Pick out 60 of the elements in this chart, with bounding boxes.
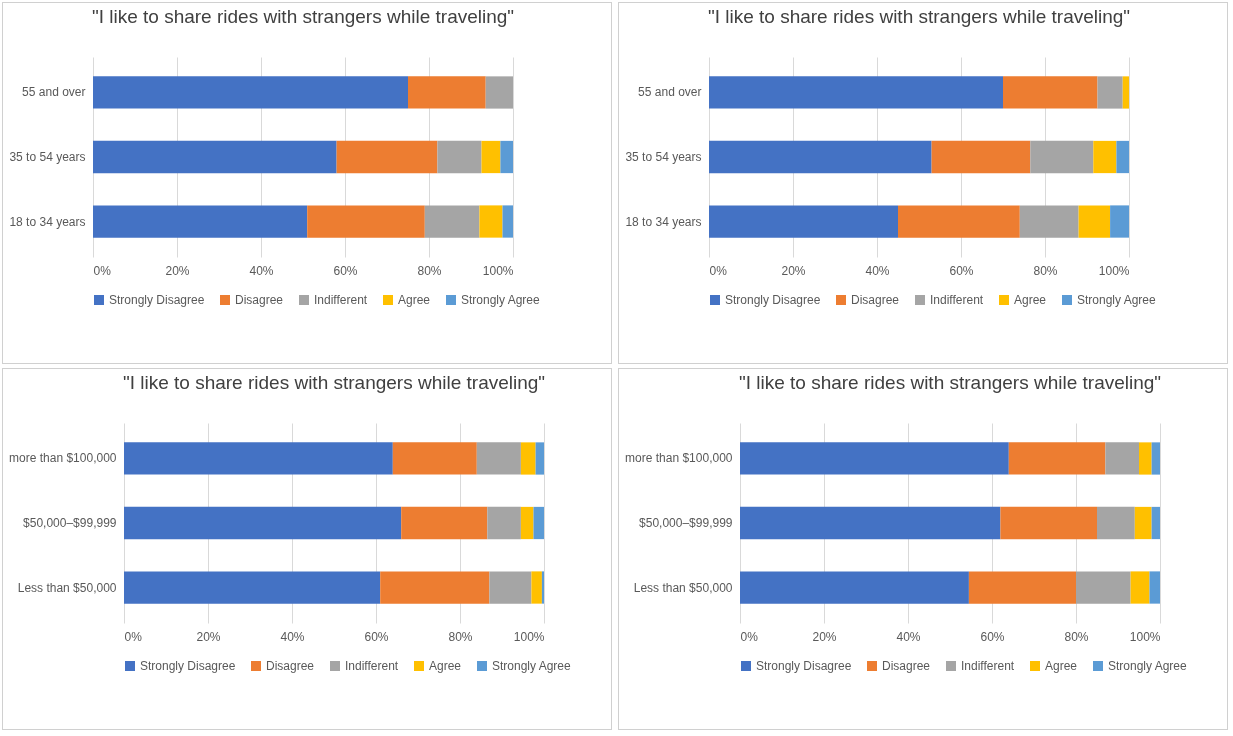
x-tick-label: 20%	[781, 263, 806, 278]
legend-label: Agree	[1045, 659, 1078, 673]
x-tick-label: 80%	[1064, 629, 1089, 644]
x-tick-label: 0%	[124, 629, 143, 644]
chart-title: "I like to share rides with strangers while traveling"	[122, 372, 546, 393]
legend-label: Indifferent	[314, 293, 368, 307]
y-tick-label: 18 to 34 years	[9, 214, 86, 229]
y-tick-label: 18 to 34 years	[625, 214, 702, 229]
chart-title: "I like to share rides with strangers while traveling"	[91, 6, 515, 27]
x-tick-label: 60%	[333, 263, 358, 278]
chart-title: "I like to share rides with strangers while traveling"	[707, 6, 1131, 27]
x-tick-label: 100%	[1129, 629, 1161, 644]
x-tick-label: 0%	[709, 263, 728, 278]
legend-label: Indifferent	[930, 293, 984, 307]
legend-label: Agree	[429, 659, 462, 673]
legend-label: Strongly Agree	[461, 293, 541, 307]
x-tick-label: 60%	[980, 629, 1005, 644]
x-tick-label: 100%	[1098, 263, 1130, 278]
legend-label: Strongly Disagree	[140, 659, 236, 673]
legend-label: Strongly Agree	[492, 659, 572, 673]
legend-label: Indifferent	[961, 659, 1015, 673]
y-tick-label: 35 to 54 years	[9, 150, 86, 164]
x-tick-label: 40%	[865, 263, 890, 278]
legend-label: Agree	[1014, 293, 1047, 307]
x-tick-label: 40%	[280, 629, 305, 644]
x-tick-label: 40%	[896, 629, 921, 644]
y-tick-label: 55 and over	[22, 85, 86, 100]
legend-label: Disagree	[882, 659, 931, 673]
y-tick-label: 55 and over	[638, 85, 702, 100]
x-tick-label: 60%	[364, 629, 389, 644]
x-tick-label: 40%	[249, 263, 274, 278]
y-tick-label: Less than $50,000	[633, 580, 733, 595]
x-tick-label: 0%	[93, 263, 112, 278]
x-tick-label: 80%	[1033, 263, 1058, 278]
x-tick-label: 100%	[482, 263, 514, 278]
x-tick-label: 20%	[812, 629, 837, 644]
x-tick-label: 0%	[740, 629, 759, 644]
x-tick-label: 80%	[417, 263, 442, 278]
x-tick-label: 60%	[949, 263, 974, 278]
x-tick-label: 100%	[513, 629, 545, 644]
y-tick-label: $50,000–$99,999	[639, 516, 733, 530]
y-tick-label: $50,000–$99,999	[23, 516, 117, 530]
y-tick-label: Less than $50,000	[17, 580, 117, 595]
legend-label: Strongly Disagree	[756, 659, 852, 673]
chart-title: "I like to share rides with strangers while traveling"	[738, 372, 1162, 393]
legend-label: Strongly Agree	[1077, 293, 1157, 307]
y-tick-label: 35 to 54 years	[625, 150, 702, 164]
y-tick-label: more than $100,000	[625, 451, 733, 466]
x-tick-label: 20%	[196, 629, 221, 644]
legend-label: Strongly Disagree	[725, 293, 821, 307]
x-tick-label: 80%	[448, 629, 473, 644]
legend-label: Indifferent	[345, 659, 399, 673]
legend-label: Strongly Disagree	[109, 293, 205, 307]
legend-label: Disagree	[266, 659, 315, 673]
legend-label: Disagree	[851, 293, 900, 307]
x-tick-label: 20%	[165, 263, 190, 278]
legend-label: Disagree	[235, 293, 284, 307]
legend-label: Strongly Agree	[1108, 659, 1188, 673]
y-tick-label: more than $100,000	[9, 451, 117, 466]
legend-label: Agree	[398, 293, 431, 307]
